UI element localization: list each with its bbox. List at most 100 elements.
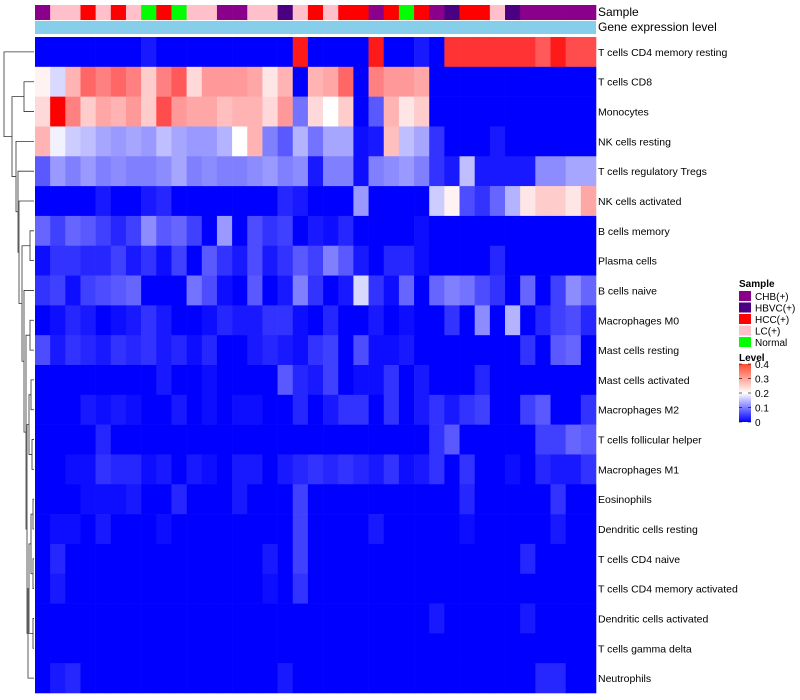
heatmap-cell xyxy=(216,186,233,217)
heatmap-cell xyxy=(277,96,294,127)
heatmap-cell xyxy=(580,275,597,306)
heatmap-cell xyxy=(216,514,233,545)
heatmap-cell xyxy=(201,454,218,485)
heatmap-cell xyxy=(489,663,506,694)
heatmap-cell xyxy=(489,245,506,276)
heatmap-cell xyxy=(110,394,127,425)
heatmap-cell xyxy=(580,514,597,545)
heatmap-cell xyxy=(550,394,566,425)
heatmap-cell xyxy=(414,305,430,336)
heatmap-cell xyxy=(459,245,476,276)
heatmap-cell xyxy=(232,66,248,97)
heatmap-cell xyxy=(565,573,582,604)
heatmap-cell xyxy=(459,96,476,127)
heatmap-cell xyxy=(156,215,172,247)
sample-annotation-cell xyxy=(65,5,81,20)
heatmap-cell xyxy=(489,514,506,545)
heatmap-cell xyxy=(414,603,430,634)
row-label: Dendritic cells resting xyxy=(598,524,698,536)
heatmap-cell xyxy=(232,663,248,694)
heatmap-cell xyxy=(277,633,294,664)
heatmap-cell xyxy=(580,96,597,127)
heatmap-cell xyxy=(35,633,51,664)
heatmap-cell xyxy=(232,573,248,604)
heatmap-cell xyxy=(398,305,415,336)
heatmap-cell xyxy=(383,96,400,127)
heatmap-cell xyxy=(232,484,248,515)
heatmap-cell xyxy=(186,245,203,276)
heatmap-cell xyxy=(505,275,521,306)
heatmap-cell xyxy=(50,573,66,604)
heatmap-cell xyxy=(414,96,430,127)
heatmap-cell xyxy=(520,156,536,187)
heatmap-cell xyxy=(292,305,309,336)
dendrogram-branch xyxy=(31,439,34,470)
heatmap-cell xyxy=(141,37,157,68)
sample-annotation-cell xyxy=(262,5,278,20)
heatmap-cell xyxy=(383,156,400,187)
heatmap-cell xyxy=(95,186,112,217)
heatmap-cell xyxy=(95,424,112,455)
heatmap-cell xyxy=(398,484,415,515)
heatmap-cell xyxy=(489,305,506,336)
heatmap-cell xyxy=(368,126,385,157)
heatmap-cell xyxy=(171,454,187,485)
heatmap-cell xyxy=(444,663,460,694)
heatmap-cell xyxy=(429,305,445,336)
heatmap-cell xyxy=(323,633,339,664)
heatmap-cell xyxy=(216,424,233,455)
sample-annotation-cell xyxy=(323,5,339,20)
heatmap-cell xyxy=(338,394,354,425)
heatmap-cell xyxy=(201,633,218,664)
sample-annotation-cell xyxy=(186,5,203,20)
heatmap-cell xyxy=(216,454,233,485)
heatmap-cell xyxy=(232,305,248,336)
heatmap-cell xyxy=(247,156,263,187)
heatmap-cell xyxy=(125,245,142,276)
heatmap-cell xyxy=(292,275,309,306)
gene-expression-annotation-bar xyxy=(35,21,596,34)
heatmap-cell xyxy=(353,394,369,425)
heatmap-cell xyxy=(474,186,491,217)
heatmap-cell xyxy=(505,215,521,247)
heatmap-cell xyxy=(414,394,430,425)
heatmap-cell xyxy=(292,663,309,694)
row-label: Macrophages M0 xyxy=(598,315,679,327)
heatmap-cell xyxy=(95,484,112,515)
heatmap-cell xyxy=(429,603,445,634)
heatmap-cell xyxy=(156,186,172,217)
heatmap-cell xyxy=(171,394,187,425)
heatmap-cell xyxy=(444,633,460,664)
heatmap-cell xyxy=(398,245,415,276)
heatmap-cell xyxy=(35,424,51,455)
sample-annotation-cell xyxy=(535,5,551,20)
heatmap-cell xyxy=(262,305,278,336)
heatmap-cell xyxy=(414,186,430,217)
heatmap-cell xyxy=(141,335,157,366)
heatmap-cell xyxy=(171,156,187,187)
heatmap-cell xyxy=(535,215,551,247)
heatmap-cell xyxy=(459,275,476,306)
heatmap-cell xyxy=(216,663,233,694)
heatmap-cell xyxy=(232,245,248,276)
heatmap-cell xyxy=(474,275,491,306)
heatmap-cell xyxy=(80,215,96,247)
heatmap-cell xyxy=(580,394,597,425)
sample-legend-swatch xyxy=(739,337,751,347)
heatmap-cell xyxy=(110,275,127,306)
heatmap-cell xyxy=(156,275,172,306)
heatmap-cell xyxy=(459,186,476,217)
heatmap-cell xyxy=(429,633,445,664)
heatmap-cell xyxy=(383,543,400,575)
heatmap-cell xyxy=(535,514,551,545)
heatmap-cell xyxy=(459,37,476,68)
heatmap-cell xyxy=(277,66,294,97)
row-label: NK cells activated xyxy=(598,196,682,208)
heatmap-cell xyxy=(505,484,521,515)
heatmap-cell xyxy=(141,245,157,276)
heatmap-cell xyxy=(95,663,112,694)
heatmap-cell xyxy=(383,186,400,217)
heatmap-cell xyxy=(580,305,597,336)
heatmap-cell xyxy=(550,215,566,247)
heatmap-cell xyxy=(141,573,157,604)
